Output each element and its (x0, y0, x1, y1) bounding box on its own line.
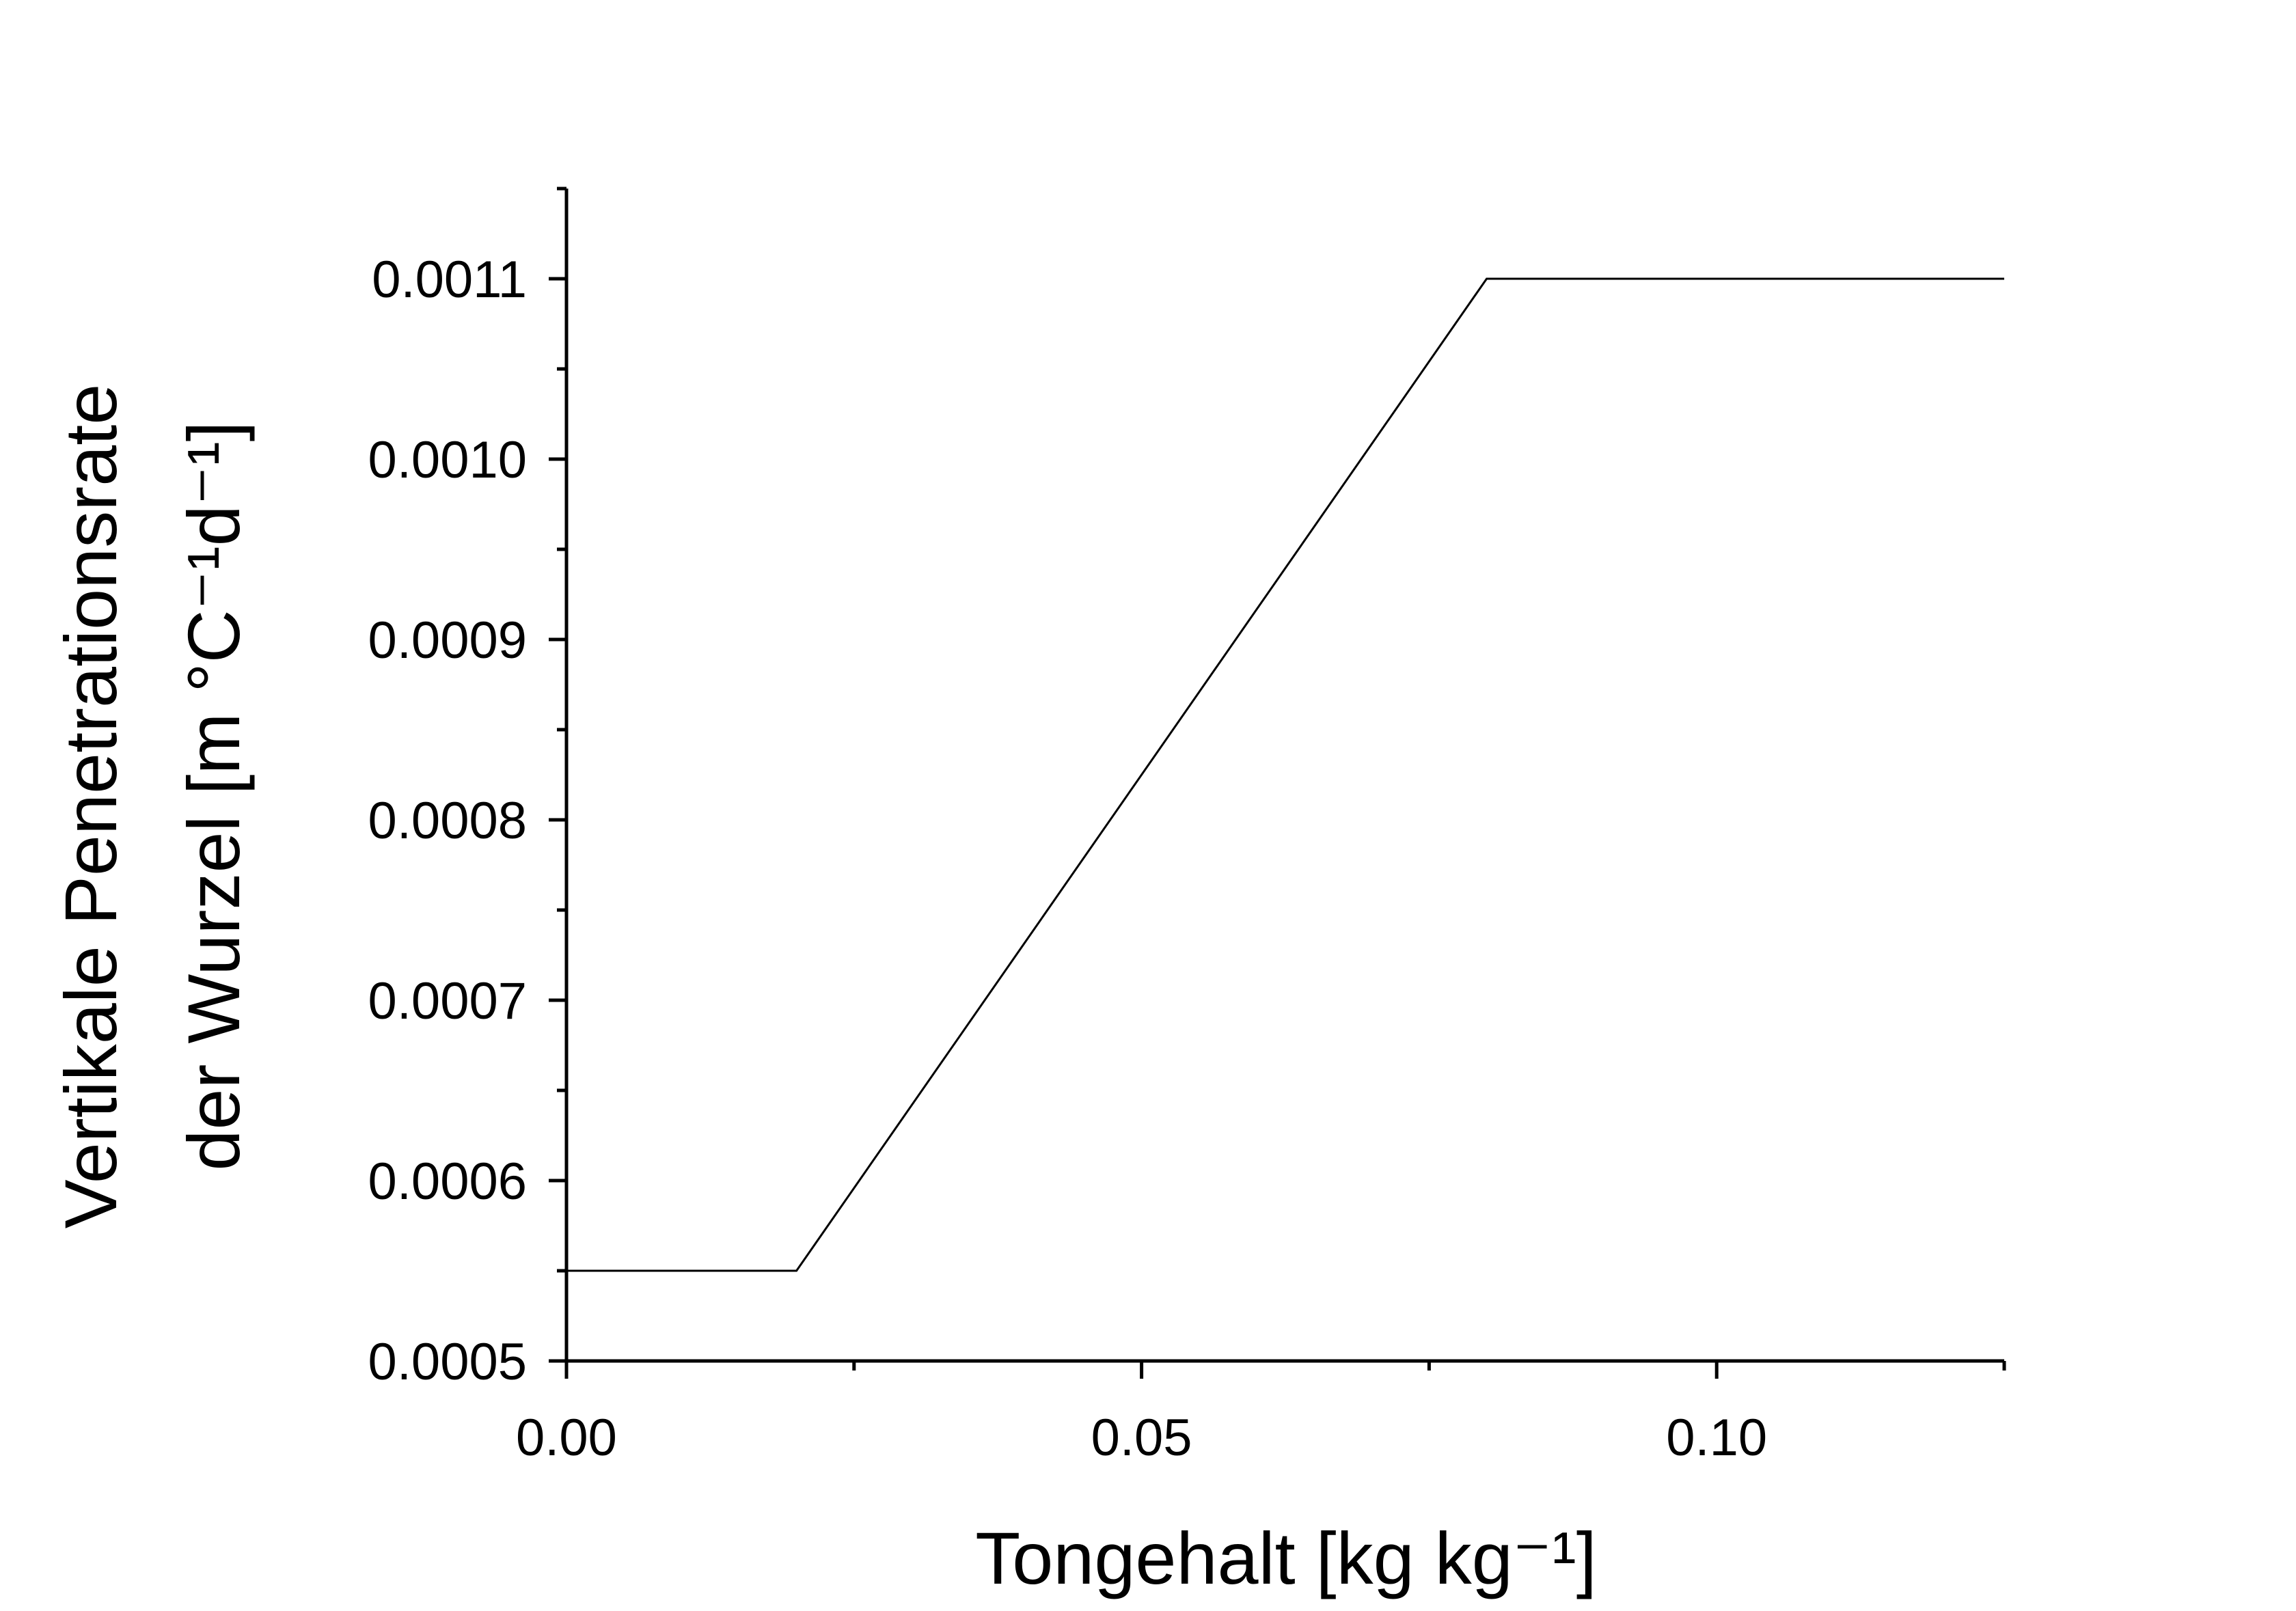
x-tick-label: 0.00 (516, 1409, 617, 1467)
y-tick-label: 0.0009 (368, 611, 527, 670)
y-tick-label: 0.0005 (368, 1333, 527, 1391)
y-tick-label: 0.0010 (368, 431, 527, 489)
x-axis-ticks: 0.00 0.05 0.10 (516, 1361, 2006, 1467)
y-axis-ticks: 0.0005 0.0006 0.0007 0.0008 0.0009 0.0010 0.00… (368, 187, 566, 1391)
y-tick-label: 0.0006 (368, 1153, 527, 1211)
y-tick-label: 0.0008 (368, 792, 527, 850)
y-tick-label: 0.0011 (372, 251, 527, 309)
x-tick-label: 0.05 (1091, 1409, 1192, 1467)
x-axis-title: Tongehalt [kg kg⁻¹] (975, 1517, 1597, 1599)
y-axis-title-line2: der Wurzel [m °C⁻¹d⁻¹] (172, 421, 255, 1170)
series-line (566, 277, 2004, 1272)
y-axis-title-line1: Vertikale Penetrationsrate (49, 384, 132, 1229)
x-tick-label: 0.10 (1666, 1409, 1767, 1467)
y-axis-title: Vertikale Penetrationsrate der Wurzel [m… (49, 363, 255, 1229)
series-layer (566, 277, 2004, 1272)
y-tick-label: 0.0007 (368, 972, 527, 1030)
